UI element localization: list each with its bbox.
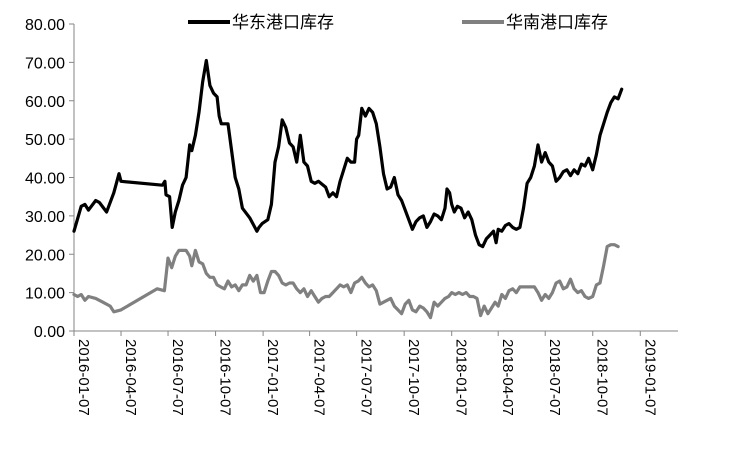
y-tick-label: 40.00	[25, 171, 65, 188]
y-tick-label: 70.00	[25, 55, 65, 72]
x-tick-label: 2016-04-07	[122, 339, 139, 416]
y-tick-label: 0.00	[34, 324, 65, 341]
x-axis: 2016-01-07 2016-04-07 2016-07-07 2016-10-07…	[73, 330, 678, 416]
y-axis: 0.00 10.00 20.00 30.00 40.00 50.00 60.00 70.00 8…	[25, 17, 75, 341]
x-tick-label: 2017-01-07	[264, 339, 281, 416]
x-tick-label: 2017-04-07	[311, 339, 328, 416]
legend-label-1: 华东港口库存	[232, 13, 334, 33]
y-tick-label: 50.00	[25, 132, 65, 149]
y-tick-label: 20.00	[25, 247, 65, 264]
x-tick-label: 2016-10-07	[217, 339, 234, 416]
series-line-1	[72, 58, 624, 249]
x-tick-label: 2018-07-07	[546, 339, 563, 416]
y-tick-label: 10.00	[25, 286, 65, 303]
y-tick-label: 60.00	[25, 94, 65, 111]
x-tick-label: 2018-10-07	[594, 339, 611, 416]
x-tick-label: 2016-07-07	[169, 339, 186, 416]
x-tick-label: 2018-01-07	[453, 339, 470, 416]
x-tick-label: 2017-10-07	[405, 339, 422, 416]
series-group	[72, 58, 624, 320]
y-tick-label: 30.00	[25, 209, 65, 226]
x-tick-label: 2018-04-07	[499, 339, 516, 416]
x-tick-label: 2016-01-07	[75, 339, 92, 416]
x-tick-label: 2017-07-07	[358, 339, 375, 416]
legend: 华东港口库存 华南港口库存	[188, 13, 608, 33]
series-line-2	[72, 243, 620, 320]
legend-label-2: 华南港口库存	[506, 13, 608, 33]
y-tick-label: 80.00	[25, 17, 65, 34]
x-tick-label: 2019-01-07	[641, 339, 658, 416]
